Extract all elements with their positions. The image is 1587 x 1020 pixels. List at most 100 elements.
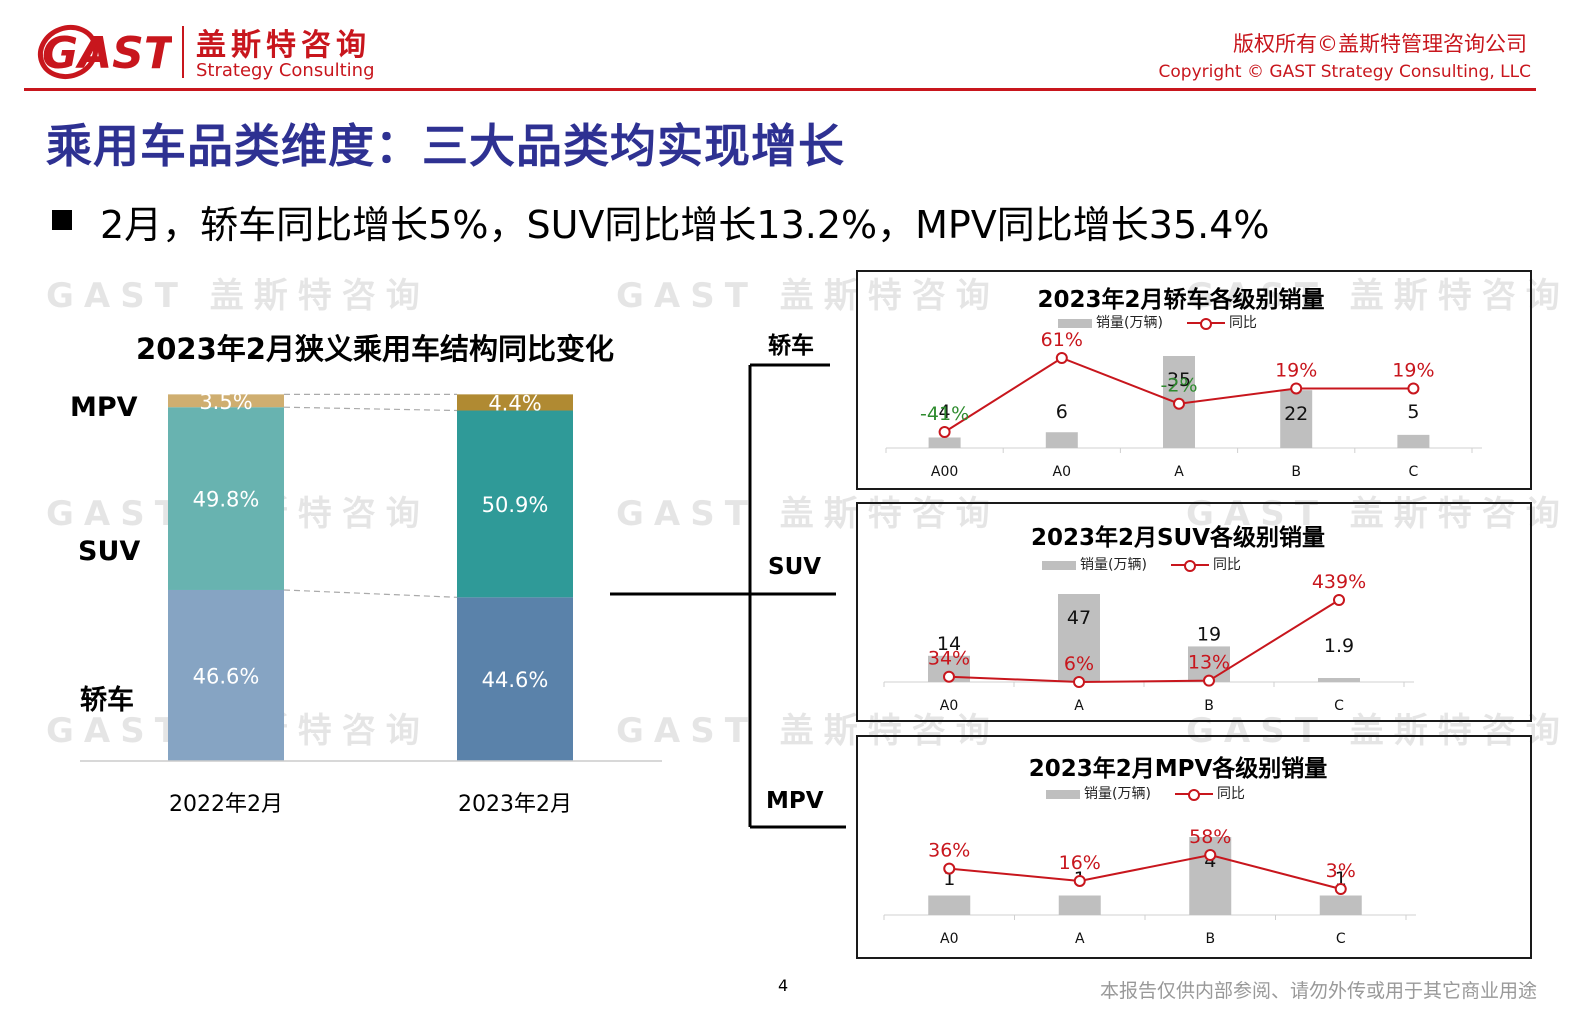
sedan-chart-panel: 2023年2月轿车各级别销量 销量(万辆) 同比 4 A00 6 A0 35 A 22 B 5 C -…: [856, 270, 1532, 490]
suv-chart-title: 2023年2月SUV各级别销量: [1030, 525, 1326, 551]
sedan-chart-legend: 销量(万辆) 同比: [1058, 312, 1257, 332]
yoy-point: [943, 862, 956, 875]
legend-label: 销量(万辆): [1084, 786, 1151, 802]
header-rule: [24, 88, 1536, 91]
yoy-data-label: 16%: [1059, 852, 1101, 874]
x-tick-label: B: [1205, 931, 1215, 947]
x-tick-label: A: [1174, 464, 1184, 480]
stack-bar-segment: [168, 407, 284, 590]
yoy-data-label: 439%: [1312, 571, 1366, 593]
yoy-point: [1333, 594, 1345, 606]
copyright-en: Copyright © GAST Strategy Consulting, LL…: [1158, 62, 1531, 82]
suv-chart-panel: 2023年2月SUV各级别销量 销量(万辆) 同比 14 A0 47 A 19 B 1.9 C 3…: [856, 502, 1532, 722]
company-name-en: Strategy Consulting: [196, 60, 375, 81]
yoy-point: [1203, 674, 1215, 687]
sales-bar: [1058, 895, 1101, 915]
x-tick-label: 2023年2月: [458, 792, 572, 817]
legend-label: 销量(万辆): [1096, 315, 1163, 331]
yoy-data-label: 61%: [1041, 329, 1083, 351]
sales-data-label: 6: [1056, 401, 1068, 423]
legend-bar-swatch: [1058, 318, 1092, 328]
yoy-point: [1334, 883, 1347, 895]
company-logo: GAST: [32, 14, 177, 84]
company-name-cn: 盖斯特咨询: [196, 28, 371, 63]
stack-bar-segment: [457, 394, 573, 411]
x-tick-label: C: [1336, 931, 1346, 947]
sales-bar: [1280, 390, 1313, 448]
watermark: GAST 盖斯特咨询: [1186, 494, 1570, 534]
sales-bar: [928, 437, 961, 448]
sedan-category-label: 轿车: [80, 685, 134, 716]
sales-bar: [1045, 432, 1078, 448]
structure-chart-title: 2023年2月狭义乘用车结构同比变化: [136, 332, 614, 366]
page-title: 乘用车品类维度：三大品类均实现增长: [46, 119, 845, 173]
yoy-point: [1290, 382, 1303, 395]
x-tick-label: 2022年2月: [169, 792, 283, 817]
watermark: GAST 盖斯特咨询: [1186, 711, 1570, 751]
yoy-data-label: -2%: [1161, 375, 1198, 397]
watermark: GAST 盖斯特咨询: [46, 276, 430, 316]
x-tick-label: B: [1204, 698, 1214, 714]
yoy-data-label: 19%: [1392, 359, 1434, 381]
sales-data-label: 47: [1067, 607, 1091, 629]
yoy-data-label: 3%: [1326, 860, 1356, 882]
sales-bar: [1189, 837, 1232, 915]
legend-label: 同比: [1216, 786, 1245, 802]
stack-data-label: 4.4%: [488, 391, 541, 415]
stack-bar-segment: [457, 410, 573, 598]
stack-data-label: 44.6%: [482, 668, 549, 692]
stack-data-label: 50.9%: [482, 493, 549, 517]
legend-line-swatch: [1186, 316, 1225, 330]
x-tick-label: B: [1291, 464, 1301, 480]
legend-bar-swatch: [1042, 560, 1076, 570]
mpv-chart-title: 2023年2月MPV各级别销量: [1028, 756, 1328, 782]
x-tick-label: A0: [940, 931, 958, 947]
sales-bar: [1397, 434, 1430, 448]
legend-bar-swatch: [1046, 789, 1080, 799]
yoy-point: [943, 670, 955, 683]
yoy-point: [1055, 352, 1068, 364]
legend-label: 同比: [1212, 557, 1241, 573]
yoy-data-label: 19%: [1275, 359, 1317, 381]
yoy-point: [1173, 397, 1185, 410]
bullet-square-icon: [52, 210, 72, 230]
yoy-data-label: 6%: [1064, 653, 1094, 675]
sales-data-label: 22: [1284, 403, 1308, 425]
yoy-data-label: -41%: [920, 403, 969, 425]
bullet-text: 2月，轿车同比增长5%，SUV同比增长13.2%，MPV同比增长35.4%: [100, 203, 1270, 247]
x-tick-label: A00: [931, 464, 958, 480]
sedan-chart-title: 2023年2月轿车各级别销量: [1037, 287, 1325, 313]
suv-side-label: SUV: [768, 554, 822, 580]
stack-data-label: 3.5%: [199, 390, 252, 414]
sales-data-label: 1.9: [1324, 635, 1354, 657]
stack-bar-segment: [457, 597, 573, 761]
sales-data-label: 14: [937, 633, 961, 655]
legend-label: 同比: [1228, 315, 1257, 331]
yoy-data-label: 34%: [928, 648, 970, 670]
stack-data-label: 49.8%: [193, 488, 260, 512]
sales-data-label: 19: [1197, 623, 1221, 645]
yoy-point: [1073, 874, 1086, 887]
logo-divider: [182, 26, 184, 78]
suv-category-label: SUV: [78, 536, 141, 567]
x-tick-label: C: [1409, 464, 1419, 480]
mpv-side-label: MPV: [766, 788, 824, 814]
x-tick-label: C: [1334, 698, 1344, 714]
structure-stacked-bar-chart: 46.6% 49.8% 3.5% 44.6% 50.9% 4.4%: [80, 390, 662, 762]
mpv-combo-chart: 1A01A4B1C36%16%58%3%: [883, 826, 1416, 947]
x-tick-label: A0: [940, 698, 958, 714]
watermark: GAST 盖斯特咨询: [616, 711, 1000, 751]
stack-connector-line: [283, 406, 458, 412]
legend-label: 销量(万辆): [1080, 557, 1147, 573]
logo-text: GAST: [42, 28, 172, 79]
stack-connector-line: [283, 589, 458, 598]
mpv-chart-panel: 2023年2月MPV各级别销量 销量(万辆) 同比 1A01A4B1C36%16%…: [856, 735, 1532, 959]
stack-data-label: 46.6%: [193, 664, 260, 688]
watermark: GAST 盖斯特咨询: [616, 276, 1000, 316]
yoy-line: [948, 599, 1340, 684]
sales-bar: [1058, 594, 1100, 682]
legend-line-swatch: [1170, 558, 1209, 572]
watermark: GAST 盖斯特咨询: [1186, 276, 1570, 316]
suv-combo-chart: 14 A0 47 A 19 B 1.9 C 34% 6% 13% 439%: [883, 571, 1414, 714]
yoy-point: [1073, 676, 1085, 688]
